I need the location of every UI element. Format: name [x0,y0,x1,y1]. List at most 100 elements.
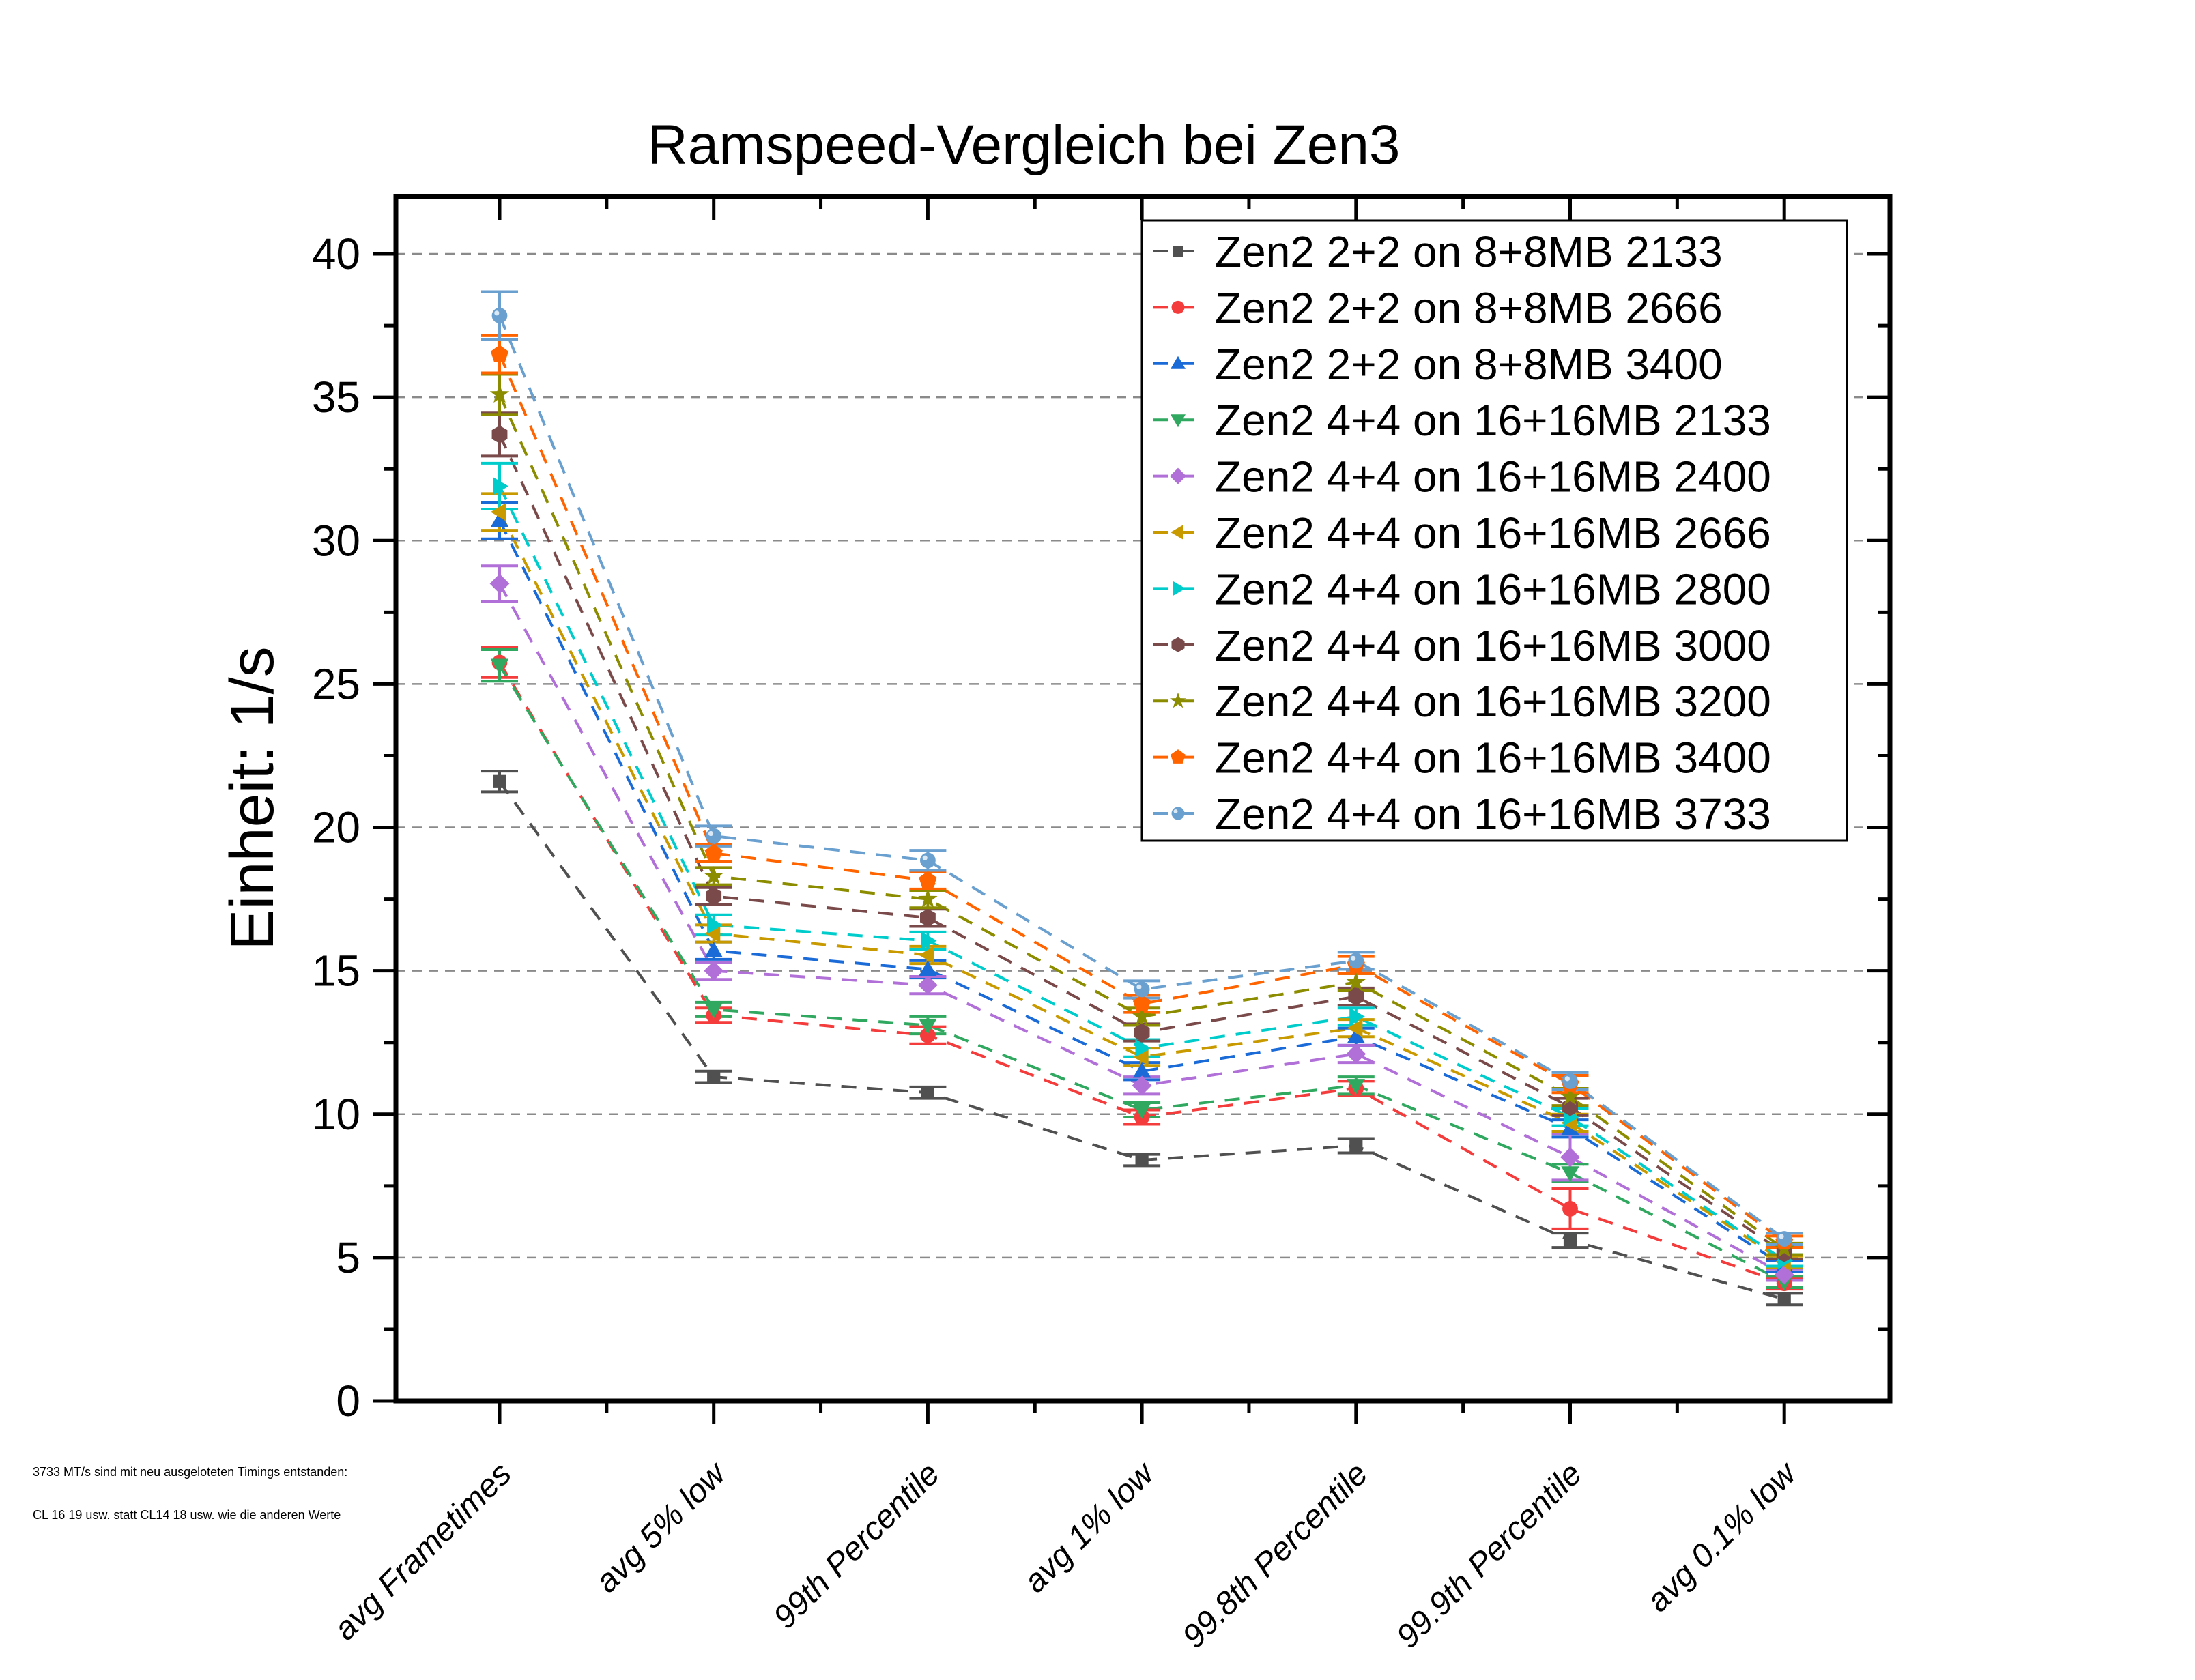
diamond-marker [1560,1147,1580,1168]
x-tick-label: avg 5% low [588,1454,734,1599]
triangle-left-marker [919,946,934,964]
triangle-up-marker [490,511,509,527]
triangle-left-marker [1132,1047,1149,1066]
legend-item: Zen2 4+4 on 16+16MB 2800 [1153,564,1771,613]
hexagon-marker [1171,637,1185,652]
annotation-note-2: CL 16 19 usw. statt CL14 18 usw. wie die… [33,1508,341,1522]
star-marker [918,888,938,908]
triangle-down-marker [1171,414,1186,428]
legend-label: Zen2 4+4 on 16+16MB 2800 [1215,564,1771,613]
y-tick-label: 0 [336,1376,360,1425]
triangle-down-marker [1132,1103,1151,1119]
triangle-left-marker [704,924,721,943]
star-marker [1346,972,1366,991]
legend-label: Zen2 4+4 on 16+16MB 3000 [1215,621,1771,670]
sphere-body [706,828,722,844]
circle-marker [1171,300,1185,314]
legend-item: Zen2 4+4 on 16+16MB 2133 [1153,396,1771,445]
legend-item: Zen2 4+4 on 16+16MB 3733 [1153,790,1771,839]
y-tick-label: 40 [312,229,360,278]
legend-item: Zen2 2+2 on 8+8MB 2133 [1153,227,1723,276]
sphere-marker [1134,981,1150,998]
sphere-highlight [1564,1076,1570,1082]
legend-item: Zen2 4+4 on 16+16MB 3000 [1153,621,1771,670]
y-tick-label: 15 [312,946,360,996]
legend-label: Zen2 2+2 on 8+8MB 3400 [1215,340,1723,389]
sphere-body [1134,981,1150,998]
legend-label: Zen2 4+4 on 16+16MB 3200 [1215,677,1771,726]
triangle-up-marker [704,942,723,957]
triangle-right-marker [493,477,509,495]
diamond-marker [1170,467,1186,484]
triangle-left-marker [1171,525,1183,540]
sphere-highlight [494,310,500,316]
legend-label: Zen2 4+4 on 16+16MB 3733 [1215,790,1771,839]
sphere-body [1562,1073,1578,1089]
square-marker [1135,1153,1149,1167]
y-tick-label: 20 [312,803,360,852]
circle-marker [1562,1201,1578,1217]
triangle-up-marker [1347,1028,1365,1043]
markers [489,307,1794,1306]
square-marker [493,774,506,788]
legend-item: Zen2 2+2 on 8+8MB 2666 [1153,283,1723,332]
diamond-marker [1132,1075,1152,1096]
diamond-marker [918,975,938,996]
pentagon-marker [1171,749,1186,764]
pentagon-marker [1132,994,1151,1012]
star-marker [1560,1086,1580,1105]
x-tick-label: 99.9th Percentile [1390,1455,1589,1655]
legend-label: Zen2 2+2 on 8+8MB 2666 [1215,283,1723,332]
triangle-down-marker [704,1002,723,1019]
y-tick-label: 35 [312,373,360,422]
legend-item: Zen2 4+4 on 16+16MB 2666 [1153,508,1771,557]
pentagon-marker [919,871,937,888]
legend-item: Zen2 4+4 on 16+16MB 3200 [1153,677,1771,726]
legend-box [1140,219,1848,842]
x-tick-label: 99.8th Percentile [1175,1455,1375,1655]
star-marker [489,383,510,403]
y-tick-label: 5 [336,1233,360,1282]
triangle-left-marker [490,503,506,521]
triangle-up-marker [1171,356,1186,369]
chart-title: Ramspeed-Vergleich bei Zen3 [647,114,1400,176]
star-marker [1170,692,1186,708]
triangle-right-marker [1349,1007,1365,1026]
legend-label: Zen2 4+4 on 16+16MB 2400 [1215,452,1771,502]
square-marker [1777,1292,1791,1306]
square-marker [707,1070,721,1084]
hexagon-marker [491,425,508,444]
y-tick-label: 30 [312,516,360,565]
x-tick-label: avg Frametimes [327,1455,519,1647]
triangle-up-marker [919,960,937,976]
triangle-down-marker [1347,1079,1365,1095]
legend-item: Zen2 2+2 on 8+8MB 3400 [1153,340,1723,389]
sphere-body [920,852,936,869]
y-axis: 0 5 10 15 20 25 30 35 40 [312,229,1890,1425]
sphere-highlight [1173,809,1178,813]
triangle-down-marker [1561,1166,1579,1183]
sphere-marker [1562,1073,1578,1089]
circle-marker [920,1027,936,1043]
square-marker [921,1086,934,1099]
triangle-up-marker [1132,1062,1151,1078]
triangle-down-marker [919,1018,937,1034]
hexagon-marker [1348,987,1364,1006]
hexagon-marker [706,887,722,906]
sphere-highlight [1136,984,1142,989]
square-marker [1563,1234,1577,1247]
y-axis-label: Einheit: 1/s [218,646,287,950]
sphere-highlight [1779,1234,1784,1239]
y-tick-label: 10 [312,1090,360,1139]
y-tick-label: 25 [312,659,360,708]
diamond-marker [1346,1044,1366,1064]
legend-label: Zen2 4+4 on 16+16MB 2666 [1215,508,1771,557]
legend-label: Zen2 2+2 on 8+8MB 2133 [1215,227,1723,276]
triangle-down-marker [490,658,509,675]
legend-item: Zen2 4+4 on 16+16MB 3400 [1153,734,1771,783]
star-marker [1132,1006,1152,1026]
sphere-marker [1171,807,1185,820]
pentagon-marker [490,345,509,362]
sphere-body [1776,1231,1792,1247]
